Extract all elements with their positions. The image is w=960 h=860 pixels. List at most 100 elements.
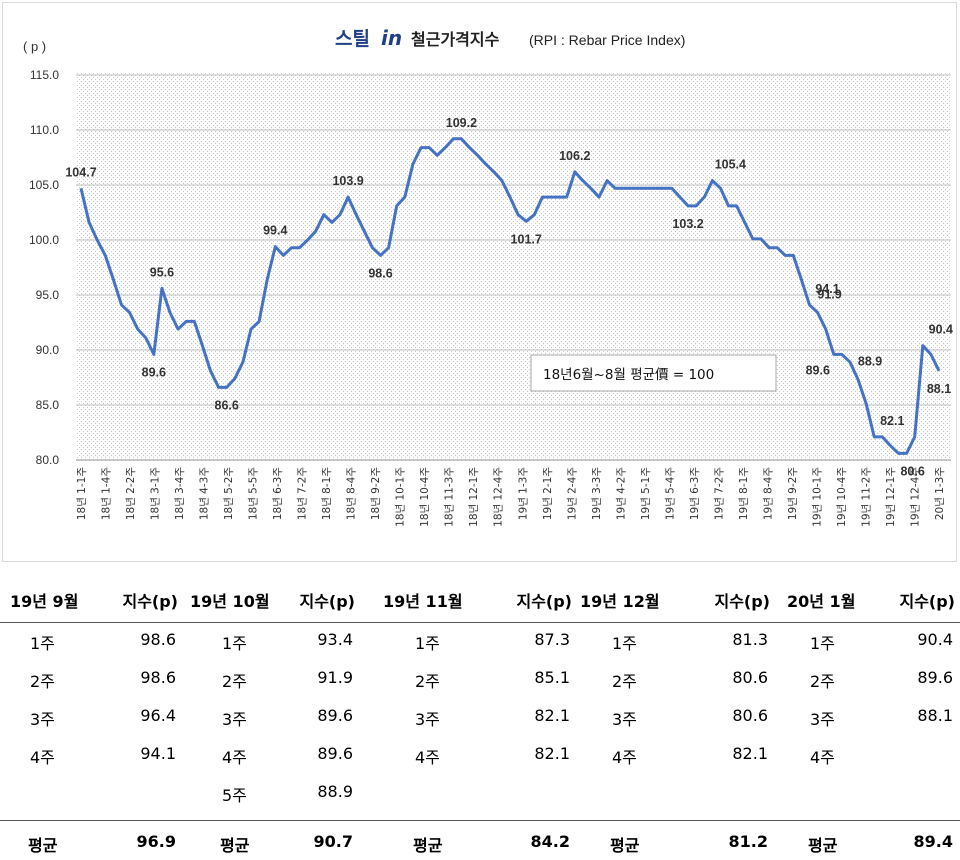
x-tick-label: 19년 5-4주 <box>664 467 676 521</box>
average-label: 평균 <box>808 836 838 855</box>
week-label: 4주 <box>30 748 55 767</box>
y-tick-label: 90.0 <box>36 343 60 357</box>
x-tick-label: 19년 8-4주 <box>762 467 774 521</box>
week-value: 80.6 <box>732 706 768 725</box>
y-axis-unit-label: ( p ) <box>23 39 46 54</box>
title-logo: 스틸 <box>335 28 370 50</box>
monthly-summary-table: 19년 9월 지수(p) 1주 98.6 2주 98.6 3주 96.4 4주 94.1 평균 96.… <box>0 580 960 860</box>
data-label: 103.9 <box>332 174 363 188</box>
x-tick-label: 19년 10-4주 <box>836 467 848 527</box>
data-label: 101.7 <box>511 232 542 246</box>
x-tick-label: 18년 10-4주 <box>419 467 431 527</box>
x-tick-label: 19년 2-1주 <box>542 467 554 521</box>
week-value: 93.4 <box>317 630 353 649</box>
week-label: 3주 <box>810 710 835 729</box>
data-label: 80.6 <box>900 464 924 478</box>
x-tick-label: 18년 12-1주 <box>468 467 480 527</box>
x-tick-label: 18년 10-1주 <box>395 467 407 527</box>
index-header: 지수(p) <box>122 592 178 611</box>
title-logo-suffix: in <box>381 26 402 50</box>
x-tick-label: 19년 1-3주 <box>517 467 529 521</box>
week-label: 4주 <box>222 748 247 767</box>
week-value: 82.1 <box>534 744 570 763</box>
week-label: 1주 <box>222 634 247 653</box>
index-header: 지수(p) <box>299 592 355 611</box>
rpi-series-line <box>79 137 941 455</box>
month-header: 19년 10월 <box>190 592 270 611</box>
week-label: 4주 <box>415 748 440 767</box>
x-tick-label: 19년 9-2주 <box>787 467 799 521</box>
week-label: 3주 <box>30 710 55 729</box>
x-tick-label: 19년 4-2주 <box>615 467 627 521</box>
data-label: 99.4 <box>263 224 287 238</box>
data-label: 88.9 <box>858 355 882 369</box>
index-header: 지수(p) <box>714 592 770 611</box>
week-value: 94.1 <box>140 744 176 763</box>
y-axis-ticks: 80.0 85.0 90.0 95.0 100.0 105.0 110.0 115.0 <box>29 68 59 467</box>
rpi-line-chart: 스틸 in 철근가격지수 (RPI : Rebar Price Index) (… <box>23 26 953 527</box>
x-tick-label: 19년 12-1주 <box>885 467 897 527</box>
data-label: 106.2 <box>559 149 590 163</box>
x-axis-ticks: 18년 1-1주 18년 1-4주 18년 2-2주 18년 3-1주 18년 3-4주… <box>76 467 946 527</box>
data-label: 86.6 <box>215 398 239 412</box>
data-labels: 104.7 89.6 95.6 86.6 99.4 103.9 98.6 109.2 101.7… <box>65 116 953 479</box>
data-label: 109.2 <box>446 116 477 130</box>
week-value: 85.1 <box>534 668 570 687</box>
x-tick-label: 18년 3-4주 <box>174 467 186 521</box>
x-tick-label: 19년 6-3주 <box>689 467 701 521</box>
week-label: 3주 <box>222 710 247 729</box>
x-tick-label: 19년 11-2주 <box>860 467 872 527</box>
data-label: 105.4 <box>715 158 746 172</box>
y-tick-label: 85.0 <box>36 398 60 412</box>
week-value: 89.6 <box>317 744 353 763</box>
week-label: 2주 <box>810 672 835 691</box>
data-label: 91.9 <box>817 288 841 302</box>
week-value: 88.9 <box>317 782 353 801</box>
week-label: 3주 <box>415 710 440 729</box>
data-label: 90.4 <box>929 323 953 337</box>
footer-rule <box>0 820 960 821</box>
chart-container: 스틸 in 철근가격지수 (RPI : Rebar Price Index) (… <box>2 2 957 562</box>
average-value: 96.9 <box>136 832 176 851</box>
y-tick-label: 80.0 <box>36 453 60 467</box>
week-value: 89.6 <box>917 668 953 687</box>
average-label: 평균 <box>610 836 640 855</box>
note-box: 18년6월~8월 평균價 = 100 <box>530 354 777 392</box>
week-label: 2주 <box>612 672 637 691</box>
data-label: 88.1 <box>927 382 951 396</box>
note-text: 18년6월~8월 평균價 = 100 <box>543 367 714 383</box>
x-tick-label: 18년 3-1주 <box>150 467 162 521</box>
week-value: 98.6 <box>140 630 176 649</box>
week-label: 5주 <box>222 786 247 805</box>
x-tick-label: 18년 8-4주 <box>346 467 358 521</box>
x-tick-label: 18년 8-1주 <box>321 467 333 521</box>
week-value: 88.1 <box>917 706 953 725</box>
x-tick-label: 19년 7-2주 <box>713 467 725 521</box>
week-label: 1주 <box>810 634 835 653</box>
week-label: 2주 <box>415 672 440 691</box>
week-value: 87.3 <box>534 630 570 649</box>
x-tick-label: 18년 4-3주 <box>199 467 211 521</box>
week-label: 3주 <box>612 710 637 729</box>
month-header: 20년 1월 <box>787 592 856 611</box>
title-text: 철근가격지수 <box>411 30 500 49</box>
x-tick-label: 18년 11-3주 <box>444 467 456 527</box>
x-tick-label: 18년 2-2주 <box>125 467 137 521</box>
week-label: 1주 <box>30 634 55 653</box>
index-header: 지수(p) <box>516 592 572 611</box>
x-tick-label: 19년 10-1주 <box>811 467 823 527</box>
data-label: 94.1 <box>815 282 839 296</box>
week-value: 98.6 <box>140 668 176 687</box>
y-tick-label: 110.0 <box>30 123 59 137</box>
data-label: 98.6 <box>368 266 392 280</box>
y-tick-label: 100.0 <box>29 233 59 247</box>
data-label: 95.6 <box>150 265 174 279</box>
average-value: 89.4 <box>913 832 953 851</box>
y-tick-label: 115.0 <box>30 68 59 82</box>
x-tick-label: 20년 1-3주 <box>934 467 946 521</box>
week-label: 4주 <box>810 748 835 767</box>
week-value: 80.6 <box>732 668 768 687</box>
week-label: 4주 <box>612 748 637 767</box>
average-value: 81.2 <box>728 832 768 851</box>
average-label: 평균 <box>413 836 443 855</box>
